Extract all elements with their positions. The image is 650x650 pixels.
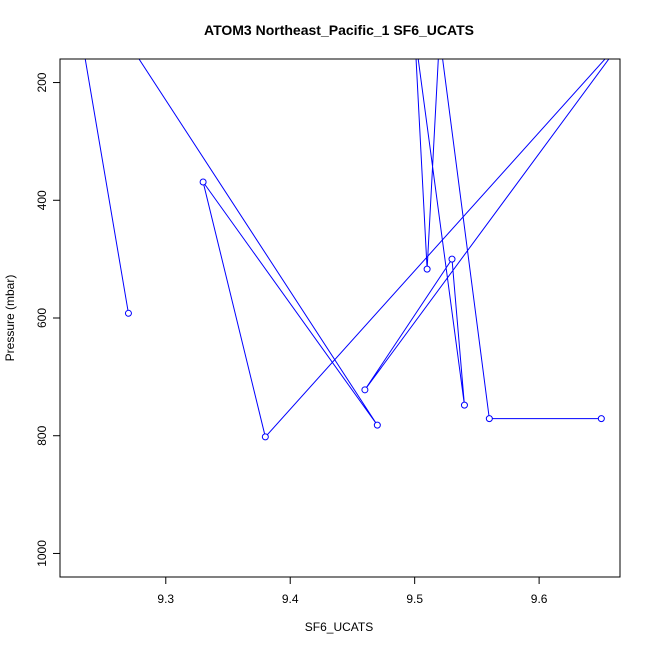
data-point: [261, 433, 269, 441]
data-point: [124, 309, 132, 317]
y-tick-label: 400: [35, 190, 49, 210]
series-line: [84, 59, 610, 438]
x-tick-label: 9.6: [531, 592, 548, 606]
data-point: [485, 415, 493, 423]
chart-title: ATOM3 Northeast_Pacific_1 SF6_UCATS: [204, 22, 474, 38]
data-point: [597, 415, 605, 423]
y-axis-label: Pressure (mbar): [3, 275, 17, 362]
x-tick-label: 9.5: [406, 592, 423, 606]
y-tick-label: 600: [35, 308, 49, 328]
x-tick-label: 9.3: [157, 592, 174, 606]
x-axis-label: SF6_UCATS: [305, 620, 373, 634]
y-tick-label: 200: [35, 72, 49, 92]
y-tick-label: 1000: [35, 540, 49, 567]
x-axis: 9.3 9.4 9.5 9.6: [157, 577, 548, 606]
data-point: [460, 401, 468, 409]
data-point: [423, 265, 431, 273]
data-point: [448, 255, 456, 263]
series-layer: [84, 59, 610, 441]
data-point: [199, 178, 207, 186]
y-axis: 200 400 600 800 1000: [35, 72, 60, 567]
data-point: [373, 421, 381, 429]
plot-frame: [59, 58, 621, 578]
y-tick-label: 800: [35, 425, 49, 445]
data-point: [361, 386, 369, 394]
x-tick-label: 9.4: [282, 592, 299, 606]
